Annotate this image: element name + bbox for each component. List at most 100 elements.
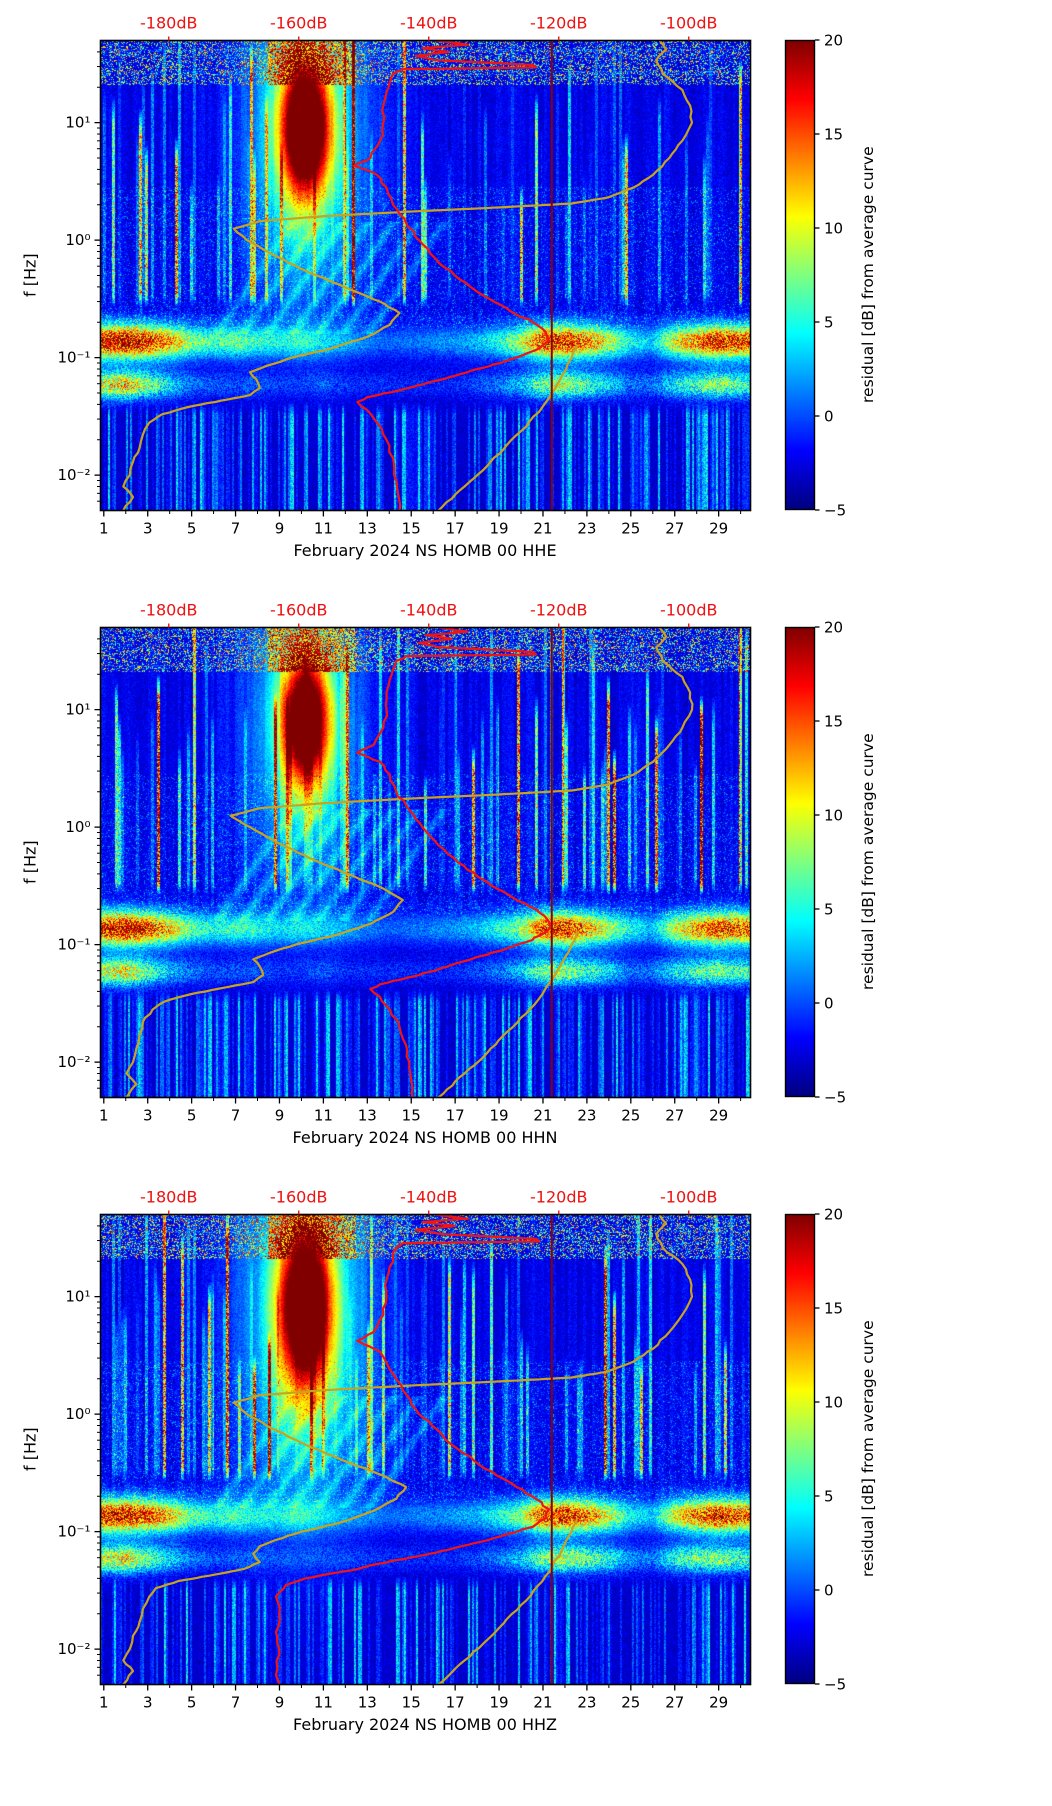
x-tick-label: 1 xyxy=(99,1107,109,1125)
x-tick-label: 5 xyxy=(187,1694,197,1712)
colorbar-tick-label: 15 xyxy=(824,713,843,731)
colorbar-tick-label: 0 xyxy=(824,995,834,1013)
x-tick-label: 1 xyxy=(99,520,109,538)
x-tick-label: 23 xyxy=(577,1694,596,1712)
top-axis-db-label: -140dB xyxy=(400,601,457,620)
x-tick-label: 29 xyxy=(709,1107,728,1125)
spectrogram-heatmap xyxy=(100,40,750,510)
colorbar-gradient xyxy=(785,627,815,1097)
top-axis-db-label: -140dB xyxy=(400,14,457,33)
top-axis-db-label: -180dB xyxy=(140,1188,197,1207)
y-axis-label: f [Hz] xyxy=(20,253,40,297)
x-tick-label: 3 xyxy=(143,520,153,538)
y-axis-label: f [Hz] xyxy=(20,840,40,884)
y-tick-label: 10⁻² xyxy=(57,1640,90,1658)
x-axis-label: February 2024 NS HOMB 00 HHN xyxy=(292,1128,558,1147)
x-tick-label: 29 xyxy=(709,1694,728,1712)
colorbar-label: residual [dB] from average curve xyxy=(859,733,877,991)
y-tick-label: 10⁰ xyxy=(65,231,90,249)
colorbar-tick-label: 5 xyxy=(824,901,834,919)
x-tick-label: 11 xyxy=(314,1107,333,1125)
colorbar-tick-label: 15 xyxy=(824,126,843,144)
x-tick-label: 21 xyxy=(533,520,552,538)
colorbar-label: residual [dB] from average curve xyxy=(859,146,877,404)
colorbar-tick-label: 20 xyxy=(824,32,843,50)
x-tick-label: 19 xyxy=(490,1694,509,1712)
top-axis-db-label: -100dB xyxy=(660,14,717,33)
x-tick-label: 9 xyxy=(275,1107,285,1125)
x-tick-label: 23 xyxy=(577,1107,596,1125)
colorbar-label: residual [dB] from average curve xyxy=(859,1320,877,1578)
y-tick-label: 10⁰ xyxy=(65,818,90,836)
y-tick-label: 10⁰ xyxy=(65,1405,90,1423)
top-axis-db-label: -180dB xyxy=(140,601,197,620)
x-tick-label: 9 xyxy=(275,520,285,538)
x-tick-label: 7 xyxy=(231,520,241,538)
x-tick-label: 19 xyxy=(490,520,509,538)
x-tick-label: 17 xyxy=(446,1107,465,1125)
x-tick-label: 25 xyxy=(621,1107,640,1125)
colorbar-tick-label: 15 xyxy=(824,1300,843,1318)
y-tick-label: 10¹ xyxy=(65,1288,90,1306)
colorbar-tick-label: −5 xyxy=(824,1676,846,1694)
x-tick-label: 5 xyxy=(187,1107,197,1125)
colorbar-gradient xyxy=(785,1214,815,1684)
x-tick-label: 7 xyxy=(231,1694,241,1712)
y-tick-label: 10¹ xyxy=(65,114,90,132)
top-axis-db-label: -120dB xyxy=(530,601,587,620)
x-tick-label: 1 xyxy=(99,1694,109,1712)
y-axis-label: f [Hz] xyxy=(20,1427,40,1471)
colorbar-tick-label: 20 xyxy=(824,1206,843,1224)
y-tick-label: 10⁻¹ xyxy=(57,936,90,954)
x-tick-label: 17 xyxy=(446,520,465,538)
top-axis-db-label: -120dB xyxy=(530,1188,587,1207)
x-tick-label: 5 xyxy=(187,520,197,538)
colorbar-tick-label: 20 xyxy=(824,619,843,637)
x-tick-label: 7 xyxy=(231,1107,241,1125)
y-tick-label: 10⁻¹ xyxy=(57,1523,90,1541)
colorbar-tick-label: 5 xyxy=(824,314,834,332)
x-tick-label: 11 xyxy=(314,520,333,538)
x-tick-label: 25 xyxy=(621,1694,640,1712)
top-axis-db-label: -140dB xyxy=(400,1188,457,1207)
spectrogram-panel-hhn: 1 3 5 7 9 11 13 15 17 19 21 23 25 27 29 10⁻² 10⁻¹ 10⁰ 10¹ -… xyxy=(0,587,1052,1174)
x-tick-label: 27 xyxy=(665,1694,684,1712)
x-tick-label: 3 xyxy=(143,1694,153,1712)
spectrogram-heatmap xyxy=(100,627,750,1097)
colorbar-tick-label: 10 xyxy=(824,1394,843,1412)
y-tick-label: 10¹ xyxy=(65,701,90,719)
top-axis-db-label: -100dB xyxy=(660,601,717,620)
colorbar-tick-label: 0 xyxy=(824,1582,834,1600)
x-tick-label: 25 xyxy=(621,520,640,538)
spectrogram-heatmap xyxy=(100,1214,750,1684)
y-tick-label: 10⁻² xyxy=(57,1053,90,1071)
y-tick-label: 10⁻¹ xyxy=(57,349,90,367)
x-tick-label: 29 xyxy=(709,520,728,538)
colorbar-tick-label: 10 xyxy=(824,807,843,825)
x-axis-label: February 2024 NS HOMB 00 HHZ xyxy=(293,1715,557,1734)
x-tick-label: 17 xyxy=(446,1694,465,1712)
x-tick-label: 9 xyxy=(275,1694,285,1712)
x-tick-label: 11 xyxy=(314,1694,333,1712)
x-tick-label: 15 xyxy=(402,520,421,538)
colorbar-tick-label: 5 xyxy=(824,1488,834,1506)
top-axis-db-label: -180dB xyxy=(140,14,197,33)
x-axis-label: February 2024 NS HOMB 00 HHE xyxy=(293,541,557,560)
x-tick-label: 27 xyxy=(665,1107,684,1125)
top-axis-db-label: -160dB xyxy=(270,14,327,33)
top-axis-db-label: -100dB xyxy=(660,1188,717,1207)
x-tick-label: 3 xyxy=(143,1107,153,1125)
x-tick-label: 23 xyxy=(577,520,596,538)
top-axis-db-label: -160dB xyxy=(270,601,327,620)
spectrogram-panel-hhe: 1 3 5 7 9 11 13 15 17 19 21 23 25 27 29 10⁻² 10⁻¹ 10⁰ 10¹ -… xyxy=(0,0,1052,587)
y-tick-label: 10⁻² xyxy=(57,466,90,484)
x-tick-label: 13 xyxy=(358,1107,377,1125)
colorbar-tick-label: −5 xyxy=(824,502,846,520)
colorbar-gradient xyxy=(785,40,815,510)
x-tick-label: 27 xyxy=(665,520,684,538)
top-axis-db-label: -160dB xyxy=(270,1188,327,1207)
x-tick-label: 21 xyxy=(533,1107,552,1125)
x-tick-label: 15 xyxy=(402,1694,421,1712)
colorbar-tick-label: 10 xyxy=(824,220,843,238)
